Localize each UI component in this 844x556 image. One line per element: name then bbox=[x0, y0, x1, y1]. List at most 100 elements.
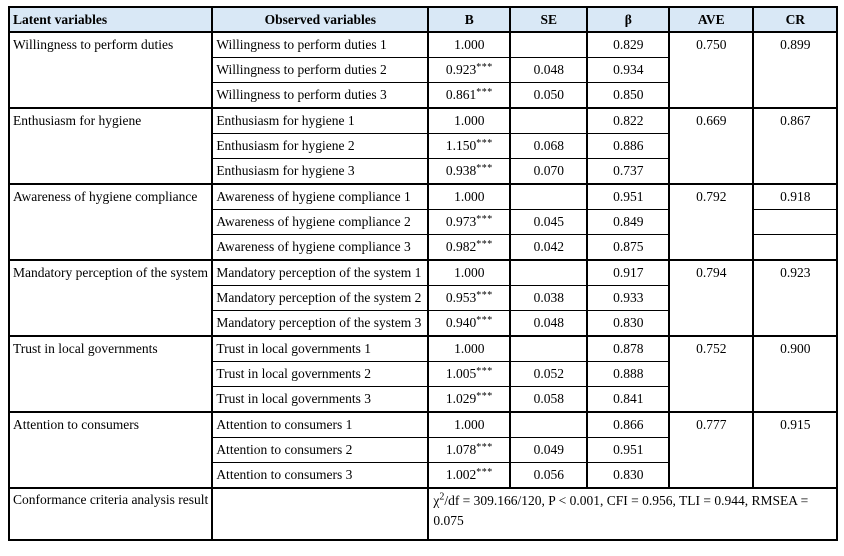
se-cell bbox=[509, 411, 589, 438]
b-value: 1.150 bbox=[445, 138, 477, 153]
se-cell bbox=[509, 183, 589, 210]
se-cell: 0.058 bbox=[509, 386, 589, 413]
se-cell: 0.048 bbox=[509, 57, 589, 83]
observed-variable-cell: Awareness of hygiene compliance 2 bbox=[211, 209, 430, 235]
beta-cell: 0.933 bbox=[586, 285, 671, 311]
significance-stars: *** bbox=[476, 466, 493, 478]
se-cell bbox=[509, 259, 589, 286]
beta-cell: 0.917 bbox=[586, 259, 671, 286]
cr-cell: 0.899 bbox=[752, 31, 839, 109]
table-row: Awareness of hygiene compliance Awarenes… bbox=[7, 183, 839, 261]
table-row: Awareness of hygiene compliance 2 0.973*… bbox=[9, 209, 839, 235]
b-value: 1.029 bbox=[445, 391, 477, 406]
table-row: Attention to consumers Attention to cons… bbox=[7, 411, 839, 489]
b-cell: 0.982*** bbox=[427, 234, 512, 261]
se-cell: 0.038 bbox=[509, 285, 589, 311]
col-header-b: B bbox=[427, 6, 512, 33]
beta-cell: 0.888 bbox=[586, 361, 671, 387]
se-cell: 0.042 bbox=[509, 234, 589, 261]
col-header-cr: CR bbox=[752, 6, 839, 33]
b-cell: 0.953*** bbox=[427, 285, 512, 311]
se-cell: 0.048 bbox=[509, 310, 589, 337]
col-header-beta: β bbox=[586, 6, 671, 33]
se-cell: 0.068 bbox=[509, 133, 589, 159]
table-row: Mandatory perception of the system Manda… bbox=[7, 259, 839, 337]
b-value: 1.000 bbox=[454, 265, 485, 280]
observed-variable-cell: Enthusiasm for hygiene 3 bbox=[211, 158, 430, 185]
beta-cell: 0.737 bbox=[586, 158, 671, 185]
table-row: Trust in local governments 2 1.005*** 0.… bbox=[9, 361, 837, 387]
table-row: Willingness to perform duties Willingnes… bbox=[7, 31, 839, 109]
beta-cell: 0.849 bbox=[586, 209, 671, 235]
se-cell: 0.050 bbox=[509, 82, 589, 109]
beta-cell: 0.875 bbox=[586, 234, 671, 261]
b-cell: 1.000 bbox=[427, 183, 512, 210]
significance-stars: *** bbox=[476, 238, 493, 250]
se-cell: 0.052 bbox=[509, 361, 589, 387]
latent-variable-cell: Mandatory perception of the system bbox=[7, 259, 214, 337]
se-cell: 0.070 bbox=[509, 158, 589, 185]
beta-cell: 0.830 bbox=[586, 462, 671, 489]
observed-variable-cell: Willingness to perform duties 2 bbox=[211, 57, 430, 83]
table-row: Mandatory perception of the system 3 0.9… bbox=[9, 310, 837, 337]
beta-cell: 0.934 bbox=[586, 57, 671, 83]
b-value: 1.002 bbox=[445, 467, 477, 482]
cr-cell: 0.900 bbox=[752, 335, 839, 413]
beta-cell: 0.841 bbox=[586, 386, 671, 413]
observed-variable-cell: Trust in local governments 3 bbox=[211, 386, 430, 413]
beta-cell: 0.829 bbox=[586, 31, 671, 58]
b-cell: 1.002*** bbox=[427, 462, 512, 489]
b-value: 1.000 bbox=[454, 417, 485, 432]
cr-cell: 0.867 bbox=[752, 107, 839, 185]
b-cell: 0.938*** bbox=[427, 158, 512, 185]
latent-variable-cell: Attention to consumers bbox=[7, 411, 214, 489]
table-row: Enthusiasm for hygiene Enthusiasm for hy… bbox=[7, 107, 839, 185]
fit-statistics-text: /df = 309.166/120, P < 0.001, CFI = 0.95… bbox=[433, 493, 809, 528]
table-row: Enthusiasm for hygiene 2 1.150*** 0.068 … bbox=[9, 133, 837, 159]
b-value: 0.923 bbox=[445, 62, 477, 77]
b-value: 0.938 bbox=[445, 163, 477, 178]
chi-superscript: 2 bbox=[439, 491, 445, 503]
observed-variable-cell: Attention to consumers 1 bbox=[211, 411, 430, 438]
cr-cell: 0.918 bbox=[752, 183, 839, 210]
ave-cell: 0.752 bbox=[668, 335, 755, 413]
observed-variable-cell: Mandatory perception of the system 3 bbox=[211, 310, 430, 337]
se-cell bbox=[509, 31, 589, 58]
observed-variable-cell: Trust in local governments 1 bbox=[211, 335, 430, 362]
ave-cell: 0.669 bbox=[668, 107, 755, 185]
b-cell: 1.029*** bbox=[427, 386, 512, 413]
b-value: 0.982 bbox=[445, 239, 477, 254]
significance-stars: *** bbox=[476, 390, 493, 402]
significance-stars: *** bbox=[476, 162, 493, 174]
table-row: Awareness of hygiene compliance 3 0.982*… bbox=[9, 234, 839, 261]
ave-cell: 0.792 bbox=[668, 183, 755, 261]
cr-cell-empty bbox=[752, 234, 839, 261]
b-cell: 0.940*** bbox=[427, 310, 512, 337]
se-cell: 0.045 bbox=[509, 209, 589, 235]
b-value: 0.973 bbox=[445, 214, 477, 229]
chi-symbol: χ bbox=[433, 493, 440, 508]
table-row: Conformance criteria analysis result χ2/… bbox=[7, 487, 839, 541]
observed-variable-cell: Mandatory perception of the system 2 bbox=[211, 285, 430, 311]
b-value: 1.000 bbox=[454, 189, 485, 204]
ave-cell: 0.777 bbox=[668, 411, 755, 489]
b-cell: 1.078*** bbox=[427, 437, 512, 463]
beta-cell: 0.830 bbox=[586, 310, 671, 337]
significance-stars: *** bbox=[476, 137, 493, 149]
b-cell: 0.923*** bbox=[427, 57, 512, 83]
observed-variable-cell: Enthusiasm for hygiene 2 bbox=[211, 133, 430, 159]
significance-stars: *** bbox=[476, 289, 493, 301]
b-cell: 1.000 bbox=[427, 335, 512, 362]
significance-stars: *** bbox=[476, 314, 493, 326]
beta-cell: 0.866 bbox=[586, 411, 671, 438]
beta-cell: 0.951 bbox=[586, 183, 671, 210]
b-cell: 1.005*** bbox=[427, 361, 512, 387]
table-row: Enthusiasm for hygiene 3 0.938*** 0.070 … bbox=[9, 158, 837, 185]
se-cell bbox=[509, 107, 589, 134]
latent-variable-cell: Willingness to perform duties bbox=[7, 31, 214, 109]
b-value: 1.000 bbox=[454, 341, 485, 356]
col-header-latent-variables: Latent variables bbox=[7, 6, 214, 33]
b-cell: 0.861*** bbox=[427, 82, 512, 109]
table-row: Willingness to perform duties 2 0.923***… bbox=[9, 57, 837, 83]
b-value: 1.078 bbox=[445, 442, 477, 457]
